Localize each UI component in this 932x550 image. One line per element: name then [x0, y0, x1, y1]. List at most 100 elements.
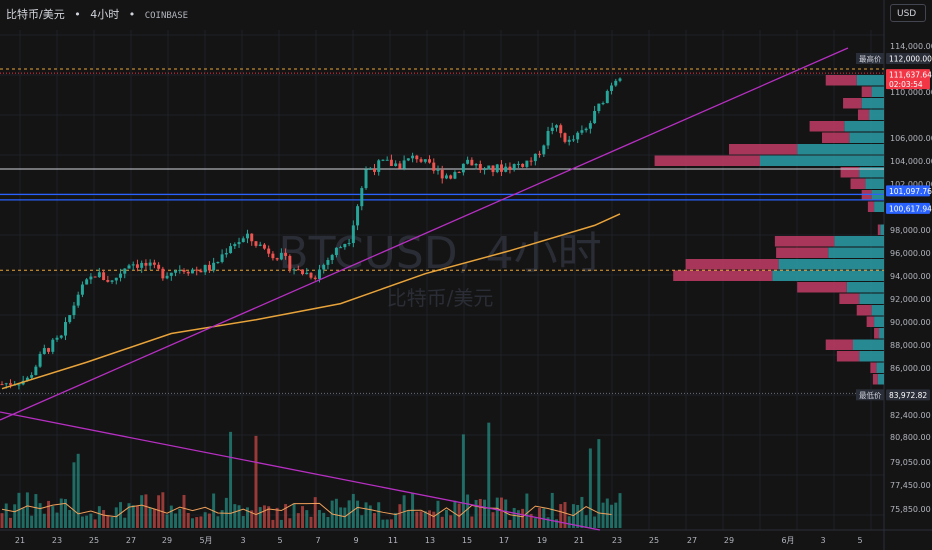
- low-badge-tag: [856, 389, 884, 401]
- volume-bar: [466, 494, 470, 528]
- candle-body: [207, 264, 211, 271]
- time-tick-label: 21: [15, 536, 25, 545]
- candle-body: [178, 269, 182, 271]
- candle-body: [203, 264, 207, 273]
- volume-bar: [470, 516, 474, 528]
- vp-bar-up: [874, 316, 884, 327]
- candle-body: [610, 85, 614, 91]
- candle-body: [580, 130, 584, 133]
- candle-body: [322, 264, 326, 270]
- volume-bar: [30, 515, 34, 528]
- vp-bar-down: [673, 270, 773, 281]
- volume-bar: [373, 513, 376, 528]
- moving-average-line: [1, 213, 621, 390]
- volume-bar: [444, 509, 448, 528]
- volume-bar: [254, 435, 258, 528]
- candle-body: [402, 160, 406, 169]
- volume-bar: [59, 498, 63, 528]
- candle-body: [25, 377, 29, 381]
- volume-bar: [389, 519, 393, 528]
- vp-bar-up: [880, 224, 884, 235]
- vp-bar-up: [846, 282, 884, 293]
- interval-label[interactable]: 4小时: [90, 8, 120, 21]
- header-separator: •: [74, 8, 81, 21]
- watermark-title: BTCUSD, 4小时: [278, 228, 601, 279]
- candle-body: [567, 139, 571, 142]
- candle-body: [148, 262, 152, 266]
- candle-body: [326, 260, 330, 265]
- candle-body: [131, 264, 135, 266]
- volume-bar: [381, 519, 385, 528]
- candle-body: [212, 262, 216, 271]
- high-badge-value: 112,000.00: [889, 55, 932, 64]
- candle-body: [339, 247, 343, 249]
- candle-body: [42, 348, 46, 354]
- candle-body: [59, 335, 63, 338]
- candle-body: [360, 188, 364, 207]
- volume-bar: [516, 510, 520, 528]
- volume-bar: [436, 500, 440, 528]
- candle-body: [385, 159, 389, 161]
- volume-bar: [25, 492, 29, 528]
- symbol-header[interactable]: 比特币/美元 • 4小时 • COINBASE: [6, 6, 194, 22]
- vp-bar-down: [839, 293, 860, 304]
- candle-body: [271, 253, 275, 259]
- candle-body: [313, 277, 317, 279]
- time-tick-label: 11: [388, 536, 398, 545]
- volume-bar: [250, 510, 254, 528]
- vp-bar-down: [776, 247, 829, 258]
- candle-body: [394, 163, 398, 167]
- candle-body: [34, 366, 38, 376]
- price-axis[interactable]: 114,000.00 110,000.00 106,000.00 104,000.00…: [856, 42, 932, 514]
- time-axis[interactable]: 21 23 25 27 29 5月 3 5 7 9 11 13 15 17 19 21 23 25 27 29 6月 3 5: [15, 536, 863, 545]
- volume-bar: [508, 519, 512, 528]
- candle-body: [563, 133, 567, 142]
- vp-bar-up: [844, 121, 884, 132]
- last-price-badge-box: [886, 69, 930, 90]
- volume-bar: [394, 512, 398, 528]
- vp-bar-up: [871, 305, 884, 316]
- volume-bar: [529, 513, 533, 528]
- volume-bar: [169, 505, 173, 528]
- vp-bar-up: [871, 86, 884, 97]
- time-tick-label: 7: [315, 536, 320, 545]
- volume-bar: [504, 499, 508, 528]
- vp-bar-down: [872, 374, 878, 385]
- volume-bar: [68, 509, 72, 528]
- candle-body: [119, 273, 123, 278]
- volume-bar: [305, 510, 309, 528]
- candle-body: [190, 269, 194, 274]
- price-tick-label: 102,000.00: [890, 180, 932, 189]
- candle-body: [398, 163, 402, 169]
- time-tick-label: 27: [687, 536, 697, 545]
- volume-bar: [106, 515, 110, 528]
- low-badge-label: 最低价: [859, 390, 882, 400]
- vp-bar-down: [654, 155, 760, 166]
- currency-button[interactable]: USD: [890, 4, 926, 22]
- vp-bar-up: [849, 132, 884, 143]
- candle-body: [516, 163, 520, 165]
- volume-bar: [525, 493, 529, 528]
- candle-body: [51, 339, 55, 352]
- symbol-name[interactable]: 比特币/美元: [6, 8, 65, 21]
- candle-body: [368, 169, 372, 171]
- candle-body: [123, 268, 127, 274]
- candle-body: [597, 103, 601, 111]
- candle-body: [542, 145, 546, 155]
- candle-body: [373, 169, 376, 172]
- vp-bar-up: [778, 259, 884, 270]
- time-tick-label: 29: [162, 536, 172, 545]
- candle-body: [288, 255, 292, 270]
- time-tick-label: 23: [52, 536, 62, 545]
- low-badge-value: 83,972.82: [889, 391, 927, 400]
- vp-bar-up: [859, 293, 884, 304]
- vp-bar-up: [874, 201, 884, 212]
- volume-bar: [432, 511, 436, 528]
- price-tick-label: 106,000.00: [890, 134, 932, 143]
- high-badge-tag: [856, 53, 884, 64]
- candle-body: [419, 159, 423, 162]
- vp-bar-up: [859, 351, 884, 362]
- volume-bar: [440, 516, 444, 528]
- volume-tick-label: 77,450.00: [890, 481, 931, 490]
